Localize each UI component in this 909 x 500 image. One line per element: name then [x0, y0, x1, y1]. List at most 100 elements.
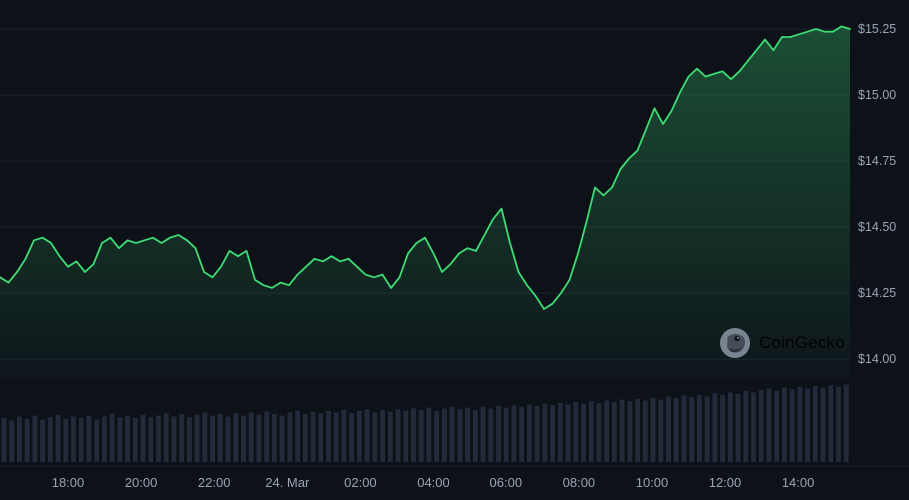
- volume-bar: [163, 413, 169, 462]
- price-axis-label: $14.00: [858, 352, 896, 366]
- volume-bar: [24, 418, 30, 462]
- volume-bar: [573, 402, 579, 462]
- volume-bar: [387, 411, 393, 462]
- volume-bar: [132, 418, 138, 462]
- volume-bar: [225, 416, 231, 462]
- volume-bar: [612, 402, 617, 462]
- volume-bar: [619, 399, 625, 462]
- volume-bar: [743, 390, 749, 462]
- volume-bar: [635, 398, 640, 462]
- volume-bar: [9, 420, 15, 462]
- volume-bar: [820, 387, 826, 462]
- volume-bar: [472, 410, 478, 462]
- volume-bar: [828, 385, 834, 462]
- volume-bar: [233, 413, 239, 462]
- volume-bar: [17, 416, 22, 462]
- volume-bar: [86, 415, 92, 462]
- volume-bar: [125, 415, 130, 462]
- volume-bar: [457, 409, 463, 462]
- time-axis-label: 22:00: [198, 475, 231, 490]
- volume-bar: [689, 397, 695, 462]
- volume-bar: [496, 406, 501, 462]
- time-axis-label: 18:00: [52, 475, 85, 490]
- volume-bar: [720, 394, 725, 462]
- volume-bar: [63, 418, 69, 462]
- volume-bar: [449, 406, 455, 462]
- volume-bar: [442, 408, 447, 462]
- volume-bar: [372, 412, 378, 462]
- volume-bar: [210, 415, 215, 462]
- time-axis-label: 08:00: [563, 475, 596, 490]
- volume-bar: [287, 412, 293, 462]
- volume-bar: [326, 410, 331, 462]
- time-axis-label: 14:00: [782, 475, 815, 490]
- volume-bar: [557, 402, 563, 462]
- volume-bar: [843, 384, 849, 462]
- volume-bar: [248, 412, 254, 462]
- volume-bar: [364, 409, 370, 462]
- volume-bar: [581, 403, 586, 462]
- volume-bar: [418, 410, 424, 462]
- volume-bar: [1, 418, 7, 462]
- volume-bar: [503, 407, 509, 462]
- price-axis-label: $15.25: [858, 22, 896, 36]
- volume-bar: [411, 408, 416, 462]
- volume-bar: [434, 410, 440, 462]
- volume-bar: [403, 410, 409, 462]
- volume-bar: [673, 398, 679, 462]
- volume-bar: [805, 388, 810, 462]
- volume-bar: [140, 414, 146, 462]
- volume-bar: [395, 409, 401, 462]
- volume-bar: [194, 414, 200, 462]
- volume-bar: [666, 396, 671, 462]
- time-axis-label: 24. Mar: [265, 475, 310, 490]
- volume-bar: [156, 415, 161, 462]
- volume-bar: [318, 413, 324, 462]
- volume-bar: [279, 415, 285, 462]
- volume-bar: [295, 410, 300, 462]
- volume-bar: [751, 392, 756, 462]
- volume-bar: [102, 416, 107, 462]
- volume-bar: [704, 396, 710, 462]
- volume-bar: [349, 413, 355, 462]
- price-axis-label: $15.00: [858, 88, 896, 102]
- volume-bar: [179, 414, 185, 462]
- volume-bar: [519, 406, 525, 462]
- volume-bar: [797, 386, 803, 462]
- price-axis-label: $14.50: [858, 220, 896, 234]
- volume-bar: [642, 400, 648, 462]
- volume-bar: [727, 392, 733, 462]
- volume-bar: [511, 405, 517, 462]
- volume-bar: [604, 400, 610, 462]
- volume-bar: [187, 417, 192, 462]
- volume-bar: [596, 402, 602, 462]
- volume-bar: [681, 395, 687, 462]
- volume-bar: [171, 416, 177, 462]
- volume-bar: [650, 398, 656, 462]
- volume-bar: [712, 393, 718, 462]
- volume-bar: [272, 414, 277, 462]
- volume-bar: [758, 390, 764, 462]
- volume-bar: [55, 414, 61, 462]
- volume-bar: [588, 401, 594, 462]
- volume-bar: [202, 412, 208, 462]
- volume-bar: [488, 408, 494, 462]
- price-axis-label: $14.75: [858, 154, 896, 168]
- volume-bar: [782, 387, 787, 462]
- volume-bar: [357, 410, 362, 462]
- volume-bar: [542, 403, 548, 462]
- price-area-fill: [0, 26, 850, 379]
- volume-bar: [71, 416, 76, 462]
- volume-bar: [766, 388, 772, 462]
- volume-bar: [836, 386, 841, 462]
- volume-bar: [480, 406, 486, 462]
- volume-bar: [774, 390, 780, 462]
- volume-bar: [341, 410, 347, 462]
- volume-bar: [32, 415, 38, 462]
- volume-bar: [117, 417, 123, 462]
- volume-bar: [812, 386, 818, 462]
- volume-bar: [333, 412, 339, 462]
- volume-bar: [40, 419, 45, 462]
